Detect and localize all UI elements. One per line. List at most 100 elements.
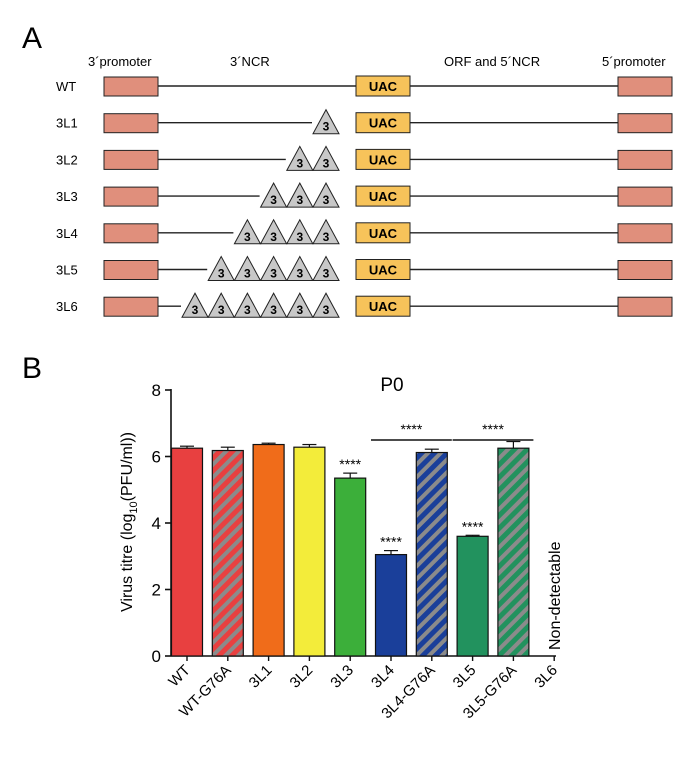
bar-3l2 (293, 446, 326, 657)
y-tick-label: 6 (152, 448, 161, 467)
significance-stars: **** (380, 534, 402, 550)
construct-label: 3L3 (56, 189, 78, 204)
promoter-5-box (617, 260, 673, 280)
triplet-insert-triangle (259, 218, 288, 245)
bar-3l5-g76a (497, 447, 530, 657)
triplet-insert-label: 3 (323, 267, 330, 281)
construct-label: WT (56, 79, 76, 94)
triplet-insert-triangle (312, 255, 340, 281)
uac-box (355, 112, 411, 134)
triplet-insert-triangle (207, 255, 236, 281)
construct-label: 3L1 (56, 116, 78, 131)
uac-label: UAC (369, 79, 398, 94)
triplet-insert-label: 3 (323, 303, 330, 317)
uac-label: UAC (369, 116, 398, 131)
promoter-5-box (617, 113, 673, 134)
triplet-insert-label: 3 (270, 303, 277, 317)
y-axis-label-suffix: (PFU/ml)) (119, 432, 136, 501)
triplet-insert-triangle (207, 292, 236, 318)
header-orf-5-ncr: ORF and 5´NCR (444, 54, 540, 69)
triplet-insert-triangle (285, 182, 314, 208)
uac-box (355, 148, 411, 170)
promoter-3-box (103, 186, 159, 207)
triplet-insert-label: 3 (323, 120, 330, 134)
promoter-3-box (103, 223, 159, 244)
x-tick-label: WT (165, 662, 194, 691)
triplet-insert-label: 3 (296, 303, 303, 317)
triplet-insert-label: 3 (296, 193, 303, 207)
triplet-insert-label: 3 (270, 193, 277, 207)
y-axis-label: Virus titre (log10(PFU/ml)) (119, 432, 140, 612)
uac-label: UAC (369, 299, 398, 314)
triplet-insert-triangle (312, 145, 340, 171)
triplet-insert-triangle (312, 108, 340, 135)
promoter-5-box (617, 149, 673, 170)
triplet-insert-label: 3 (270, 230, 277, 244)
promoter-5-box (617, 76, 673, 97)
significance-stars: **** (462, 518, 484, 534)
y-tick-label: 4 (152, 514, 161, 533)
chart-title: P0 (380, 375, 403, 396)
triplet-insert-label: 3 (270, 267, 277, 281)
triplet-insert-label: 3 (296, 230, 303, 244)
triplet-insert-triangle (233, 292, 262, 318)
y-tick-label: 0 (152, 647, 161, 666)
panel-b-label: B (22, 352, 42, 385)
triplet-insert-triangle (259, 255, 288, 281)
header-5-promoter: 5´promoter (602, 54, 666, 69)
y-axis-label-prefix: Virus titre (log (119, 514, 136, 612)
triplet-insert-triangle (233, 255, 262, 281)
uac-box (355, 222, 411, 244)
bar-wt (170, 447, 204, 657)
triplet-insert-triangle (259, 292, 288, 318)
triplet-insert-label: 3 (323, 193, 330, 207)
promoter-5-box (617, 186, 673, 207)
triplet-insert-label: 3 (218, 303, 225, 317)
triplet-insert-triangle (312, 292, 340, 318)
non-detectable-label: Non-detectable (547, 541, 564, 650)
uac-label: UAC (369, 152, 398, 167)
triplet-insert-triangle (233, 218, 262, 245)
construct-rows: WT UAC 3L1 3 UAC 3L2 3 3 UAC 3L3 3 3 3 UAC 3L4 3 3 3 3 UAC 3… (56, 75, 673, 318)
uac-label: UAC (369, 226, 398, 241)
x-tick-label: 3L1 (246, 662, 276, 692)
construct-label: 3L4 (56, 226, 78, 241)
uac-box (355, 295, 411, 317)
promoter-5-box (617, 296, 673, 317)
triplet-insert-label: 3 (244, 303, 251, 317)
construct-label: 3L5 (56, 263, 78, 278)
uac-label: UAC (369, 189, 398, 204)
promoter-3-box (103, 149, 159, 170)
triplet-insert-label: 3 (323, 156, 330, 170)
bar-wt-g76a (211, 449, 244, 657)
construct-label: 3L2 (56, 152, 78, 167)
triplet-insert-triangle (285, 292, 314, 318)
promoter-3-box (103, 296, 159, 317)
triplet-insert-label: 3 (296, 156, 303, 170)
triplet-insert-triangle (259, 182, 288, 208)
promoter-3-box (103, 76, 159, 97)
triplet-insert-triangle (181, 292, 209, 318)
header-3-promoter: 3´promoter (88, 54, 152, 69)
triplet-insert-label: 3 (192, 303, 199, 317)
significance-stars: **** (339, 456, 361, 472)
promoter-3-box (103, 113, 159, 134)
uac-box (355, 259, 411, 280)
promoter-3-box (103, 260, 159, 280)
comparison-stars: **** (401, 421, 423, 437)
uac-box (355, 75, 411, 97)
x-tick-label: 3L6 (531, 662, 561, 692)
triplet-insert-label: 3 (244, 267, 251, 281)
x-tick-label: 3L2 (287, 662, 317, 692)
construct-label: 3L6 (56, 299, 78, 314)
panel-a-label: A (22, 22, 42, 55)
triplet-insert-triangle (312, 218, 340, 245)
bar-3l5 (456, 535, 489, 657)
header-3-ncr: 3´NCR (230, 54, 270, 69)
y-tick-label: 8 (152, 381, 161, 400)
promoter-5-box (617, 223, 673, 244)
x-tick-label: 3L5 (450, 662, 480, 692)
triplet-insert-label: 3 (218, 267, 225, 281)
comparison-stars: **** (482, 421, 504, 437)
